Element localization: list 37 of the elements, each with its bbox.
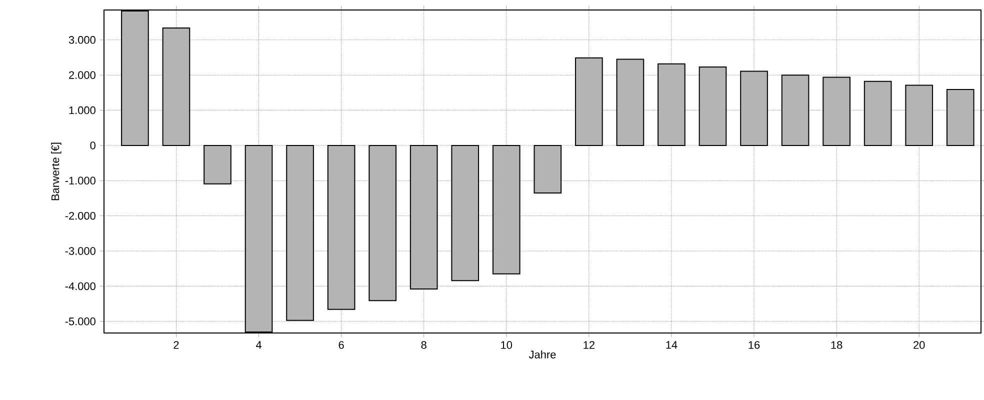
bar (740, 70, 768, 146)
bar (822, 76, 850, 146)
x-axis-title: Jahre (528, 350, 556, 358)
bar (575, 57, 603, 146)
y-tick-label: -2.000 (65, 212, 96, 220)
bar (698, 66, 727, 146)
bar (368, 144, 396, 302)
bar (492, 144, 520, 274)
bar (451, 144, 480, 282)
bar (616, 58, 644, 146)
y-tick-label: -4.000 (65, 282, 96, 290)
x-tick-label: 12 (584, 341, 594, 349)
x-tick-label: 10 (501, 341, 512, 349)
bar (864, 80, 892, 146)
x-tick-label: 4 (256, 341, 262, 349)
bar (327, 144, 356, 310)
x-tick-label: 18 (831, 341, 842, 349)
y-tick-label: -3.000 (65, 247, 96, 255)
y-tick-label: 2.000 (69, 71, 96, 79)
bar (204, 144, 232, 184)
bar (410, 144, 438, 290)
bar (534, 144, 562, 194)
x-tick-label: 2 (174, 341, 179, 349)
x-tick-label: 6 (338, 341, 344, 349)
x-tick-label: 8 (421, 341, 426, 349)
x-tick-label: 16 (748, 341, 760, 349)
x-tick-label: 20 (914, 341, 925, 349)
y-tick-label: -1.000 (65, 176, 96, 185)
x-tick-label: 14 (666, 341, 678, 349)
y-tick-label: 1.000 (69, 106, 96, 114)
y-tick-label: -5.000 (65, 318, 96, 326)
y-tick-label: 0 (90, 142, 96, 150)
y-tick-label: 3.000 (68, 36, 96, 44)
bar (781, 74, 810, 146)
bar (658, 63, 686, 146)
bar (946, 89, 974, 146)
y-axis-title: Barwerte [€] (51, 142, 62, 200)
